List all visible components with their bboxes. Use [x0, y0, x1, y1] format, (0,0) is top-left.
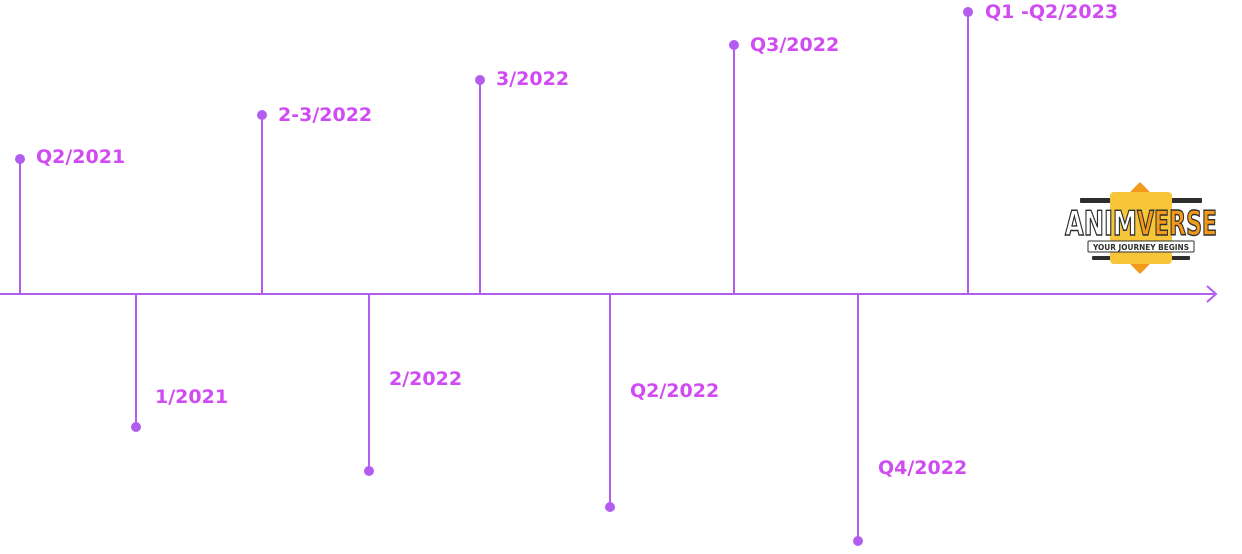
- milestone-dot: [853, 536, 863, 546]
- logo-tagline: YOUR JOURNEY BEGINS: [1092, 243, 1189, 252]
- milestone-dot: [15, 154, 25, 164]
- milestone-dot: [475, 75, 485, 85]
- milestone-label: Q2/2021: [36, 146, 126, 168]
- logo-word-verse: VERSE: [1137, 204, 1217, 244]
- milestone-dot: [131, 422, 141, 432]
- milestone-label: 2-3/2022: [278, 104, 373, 126]
- milestone-label: Q2/2022: [630, 380, 720, 402]
- logo-word-anim: ANIM: [1065, 204, 1137, 244]
- milestone-label: Q3/2022: [750, 34, 840, 56]
- milestone-dot: [729, 40, 739, 50]
- milestone-dot: [963, 7, 973, 17]
- animverse-logo: ANIM VERSE YOUR JOURNEY BEGINS: [1062, 178, 1220, 278]
- milestone-label: 3/2022: [496, 68, 570, 90]
- milestone-dot: [364, 466, 374, 476]
- milestone-label: Q4/2022: [878, 457, 968, 479]
- milestone-dot: [605, 502, 615, 512]
- milestone-label: 1/2021: [155, 386, 229, 408]
- milestone-label: 2/2022: [389, 368, 463, 390]
- milestone-label: Q1 -Q2/2023: [985, 1, 1119, 23]
- arrow-head-icon: [1206, 285, 1218, 303]
- milestone-dot: [257, 110, 267, 120]
- logo-emblem: ANIM VERSE YOUR JOURNEY BEGINS: [1064, 182, 1218, 274]
